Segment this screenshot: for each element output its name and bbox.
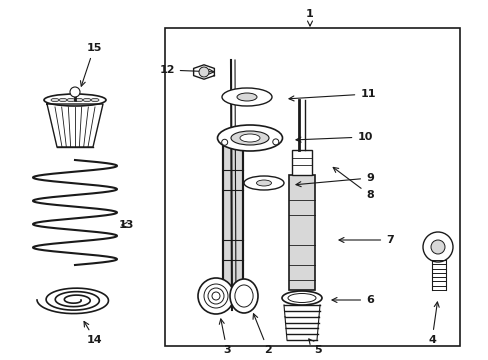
Text: 5: 5 — [308, 339, 321, 355]
Ellipse shape — [422, 232, 452, 262]
Text: 3: 3 — [219, 319, 230, 355]
Text: 4: 4 — [427, 302, 438, 345]
Ellipse shape — [217, 125, 282, 151]
Polygon shape — [47, 104, 103, 147]
Ellipse shape — [59, 98, 67, 102]
Bar — [164, 28, 459, 346]
Ellipse shape — [83, 98, 91, 102]
Circle shape — [199, 67, 208, 77]
Ellipse shape — [430, 240, 444, 254]
Bar — [223, 140, 243, 290]
Circle shape — [70, 87, 80, 97]
Ellipse shape — [75, 98, 83, 102]
Ellipse shape — [229, 279, 258, 313]
Ellipse shape — [222, 88, 271, 106]
Ellipse shape — [237, 93, 257, 101]
Ellipse shape — [282, 291, 321, 305]
Text: 10: 10 — [295, 132, 372, 142]
Text: 1: 1 — [305, 9, 313, 26]
Ellipse shape — [51, 98, 59, 102]
Text: 9: 9 — [295, 173, 373, 187]
Text: 8: 8 — [332, 167, 373, 200]
Ellipse shape — [240, 134, 260, 142]
Text: 6: 6 — [331, 295, 373, 305]
Text: 12: 12 — [159, 65, 214, 75]
Bar — [288, 175, 314, 290]
Text: 2: 2 — [252, 314, 271, 355]
Text: 11: 11 — [288, 89, 375, 101]
Text: 13: 13 — [118, 220, 133, 230]
Polygon shape — [193, 65, 214, 79]
Ellipse shape — [256, 180, 271, 186]
Text: 15: 15 — [81, 43, 102, 86]
Ellipse shape — [230, 131, 268, 145]
Circle shape — [272, 139, 278, 145]
Circle shape — [198, 278, 234, 314]
Ellipse shape — [44, 94, 106, 106]
Ellipse shape — [244, 176, 284, 190]
Circle shape — [221, 139, 227, 145]
Text: 7: 7 — [338, 235, 393, 245]
Text: 14: 14 — [84, 321, 102, 345]
Ellipse shape — [67, 98, 75, 102]
Ellipse shape — [91, 98, 99, 102]
Bar — [291, 150, 311, 175]
